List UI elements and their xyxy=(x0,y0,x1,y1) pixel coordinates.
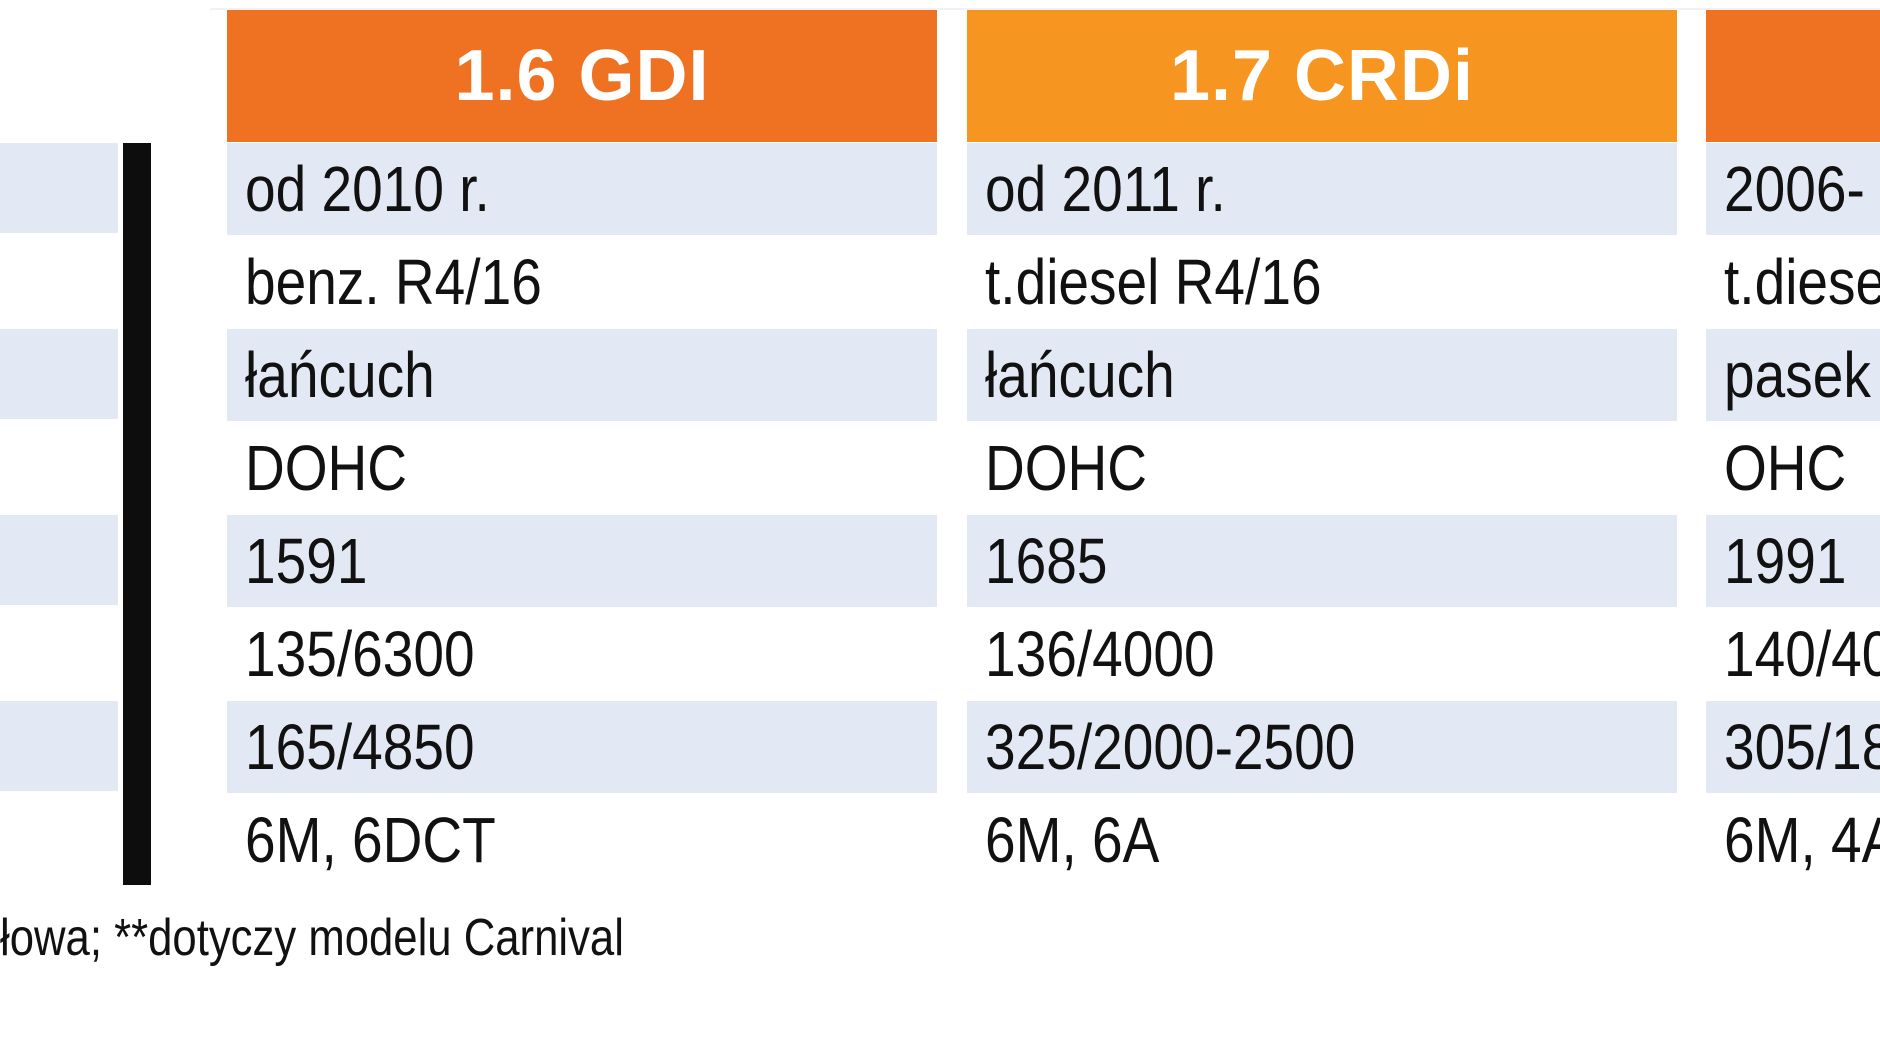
table-cell: łańcuch xyxy=(227,329,937,421)
column-header: 1.7 CRDi xyxy=(967,10,1677,142)
row-label-strip xyxy=(0,515,118,605)
table-cell: 1685 xyxy=(967,515,1677,607)
column-header: 1.6 GDI xyxy=(227,10,937,142)
column-header xyxy=(1706,10,1880,142)
table-cell: 2006- xyxy=(1706,143,1880,235)
table-cell: 305/18 xyxy=(1706,701,1880,793)
table-cell: łańcuch xyxy=(967,329,1677,421)
table-cell: 325/2000-2500 xyxy=(967,701,1677,793)
table-cell: 136/4000 xyxy=(985,618,1215,690)
table-cell: od 2010 r. xyxy=(227,143,937,235)
table-cell: OHC xyxy=(1724,432,1847,504)
row-label-strip xyxy=(0,143,118,233)
table-cell: t.diese xyxy=(1724,246,1880,318)
row-label-strip xyxy=(0,329,118,419)
table-cell: 6M, 4A xyxy=(1724,804,1880,876)
row-label-divider-bar xyxy=(123,143,151,885)
top-rule xyxy=(210,8,1880,10)
engine-column-1-7-crdi: 1.7 CRDi od 2011 r. t.diesel R4/16 łańcu… xyxy=(967,10,1677,886)
table-cell: od 2011 r. xyxy=(967,143,1677,235)
table-cell: benz. R4/16 xyxy=(245,246,542,318)
engine-column-1-6-gdi: 1.6 GDI od 2010 r. benz. R4/16 łańcuch D… xyxy=(227,10,937,886)
table-cell: t.diesel R4/16 xyxy=(985,246,1322,318)
row-label-strip xyxy=(0,701,118,791)
engine-column-cropped: 2006- t.diese pasek OHC 1991 140/40 305/… xyxy=(1706,10,1880,886)
footnote: łowa; **dotyczy modelu Carnival xyxy=(0,909,624,967)
table-cell: 140/40 xyxy=(1724,618,1880,690)
table-cell: DOHC xyxy=(245,432,408,504)
table-cell: 135/6300 xyxy=(245,618,475,690)
table-cell: 1991 xyxy=(1706,515,1880,607)
table-cell: 1591 xyxy=(227,515,937,607)
table-cell: pasek xyxy=(1706,329,1880,421)
table-cell: 165/4850 xyxy=(227,701,937,793)
table-cell: DOHC xyxy=(985,432,1148,504)
table-cell: 6M, 6DCT xyxy=(245,804,496,876)
table-cell: 6M, 6A xyxy=(985,804,1160,876)
